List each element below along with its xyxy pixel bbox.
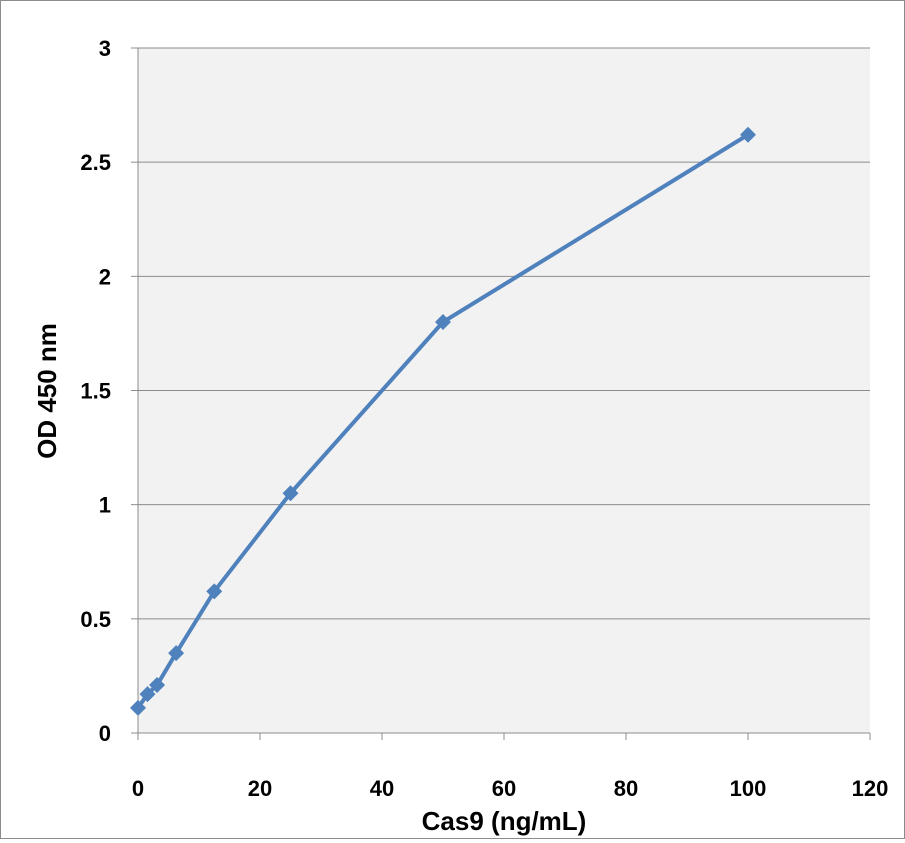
y-axis-ticks: 0 0.5 1 1.5 2 2.5 3 [80,36,138,746]
series-layer [130,126,756,716]
y-tick-label: 0 [99,721,111,746]
x-tick-label: 120 [852,776,889,801]
y-tick-label: 2.5 [80,150,111,175]
data-point-marker [168,645,185,662]
x-tick-label: 0 [132,776,144,801]
x-tick-label: 100 [730,776,767,801]
data-point-marker [139,686,156,703]
data-point-marker [435,314,451,330]
x-tick-label: 60 [492,776,516,801]
x-tick-label: 40 [370,776,394,801]
data-point-marker [206,583,223,600]
y-axis-title: OD 450 nm [32,323,62,459]
data-point-marker [740,126,756,143]
x-axis-title: Cas9 (ng/mL) [422,806,587,836]
y-tick-label: 3 [99,36,111,61]
x-tick-label: 20 [248,776,272,801]
y-tick-label: 0.5 [80,607,111,632]
y-tick-label: 2 [99,264,111,289]
y-tick-label: 1 [99,493,111,518]
x-tick-label: 80 [614,776,638,801]
data-point-marker [149,677,166,694]
y-tick-label: 1.5 [80,379,111,404]
data-point-marker [130,699,146,716]
data-point-marker [282,485,299,502]
gridlines [138,47,870,620]
x-axis-ticks: 0 20 40 60 80 100 120 [132,733,888,801]
